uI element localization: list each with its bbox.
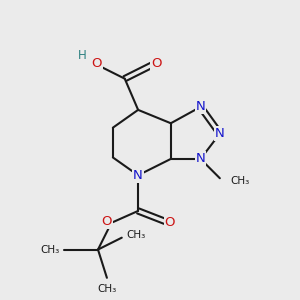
Text: O: O bbox=[151, 57, 162, 70]
Text: CH₃: CH₃ bbox=[97, 284, 116, 294]
Text: N: N bbox=[215, 127, 225, 140]
Text: O: O bbox=[91, 57, 102, 70]
Text: H: H bbox=[78, 49, 87, 62]
Text: O: O bbox=[165, 216, 175, 229]
Text: N: N bbox=[133, 169, 143, 182]
Text: O: O bbox=[101, 215, 112, 228]
Text: CH₃: CH₃ bbox=[230, 176, 250, 186]
Text: N: N bbox=[196, 100, 206, 113]
Text: CH₃: CH₃ bbox=[126, 230, 146, 240]
Text: N: N bbox=[196, 152, 206, 165]
Text: CH₃: CH₃ bbox=[40, 244, 59, 255]
